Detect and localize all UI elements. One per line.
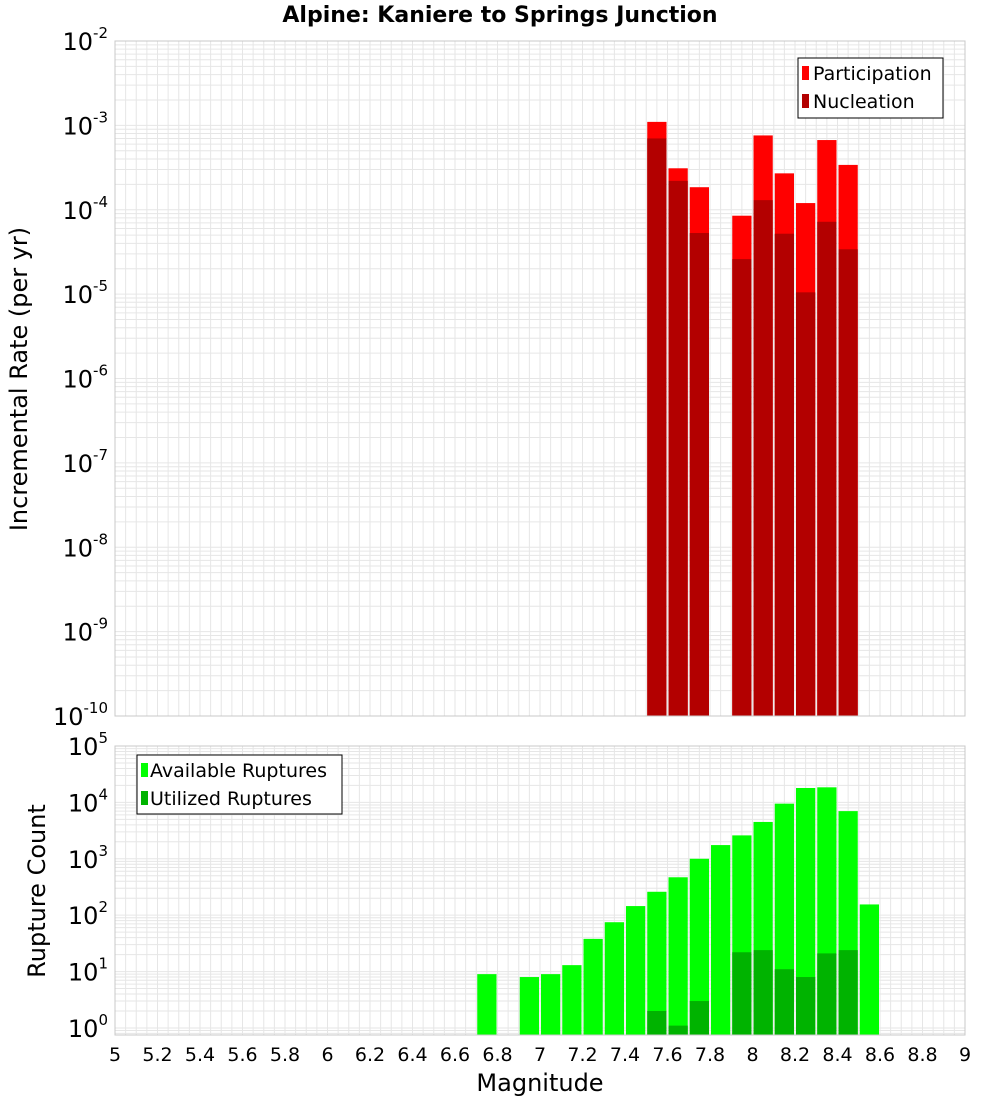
x-tick-labels: 5 5.2 5.4 5.6 5.8 6 6.2 6.4 6.6 6.8 7 7.2 7.4 7.6 7.8 8… (109, 1044, 971, 1066)
count-bar-utilized-ruptures (774, 969, 794, 1035)
count-bar-utilized-ruptures (647, 1010, 667, 1035)
count-bar-available-ruptures (689, 858, 709, 1035)
count-y-tick-label: 102 (68, 898, 108, 930)
count-bar-utilized-ruptures (668, 1025, 688, 1035)
count-y-ticks: 100 101 102 103 104 105 (68, 729, 108, 1043)
legend-label-nucleation: Nucleation (813, 91, 915, 113)
count-bar-available-ruptures (604, 922, 624, 1035)
count-y-tick-label: 104 (68, 785, 108, 817)
count-bar-utilized-ruptures (817, 953, 837, 1035)
rate-legend: Participation Nucleation (797, 57, 944, 119)
x-tick-label: 5 (109, 1044, 121, 1066)
count-y-tick-label: 101 (68, 955, 108, 987)
legend-label-utilized: Utilized Ruptures (150, 788, 312, 810)
x-tick-label: 8.8 (907, 1044, 937, 1066)
x-tick-label: 6.6 (440, 1044, 470, 1066)
legend-swatch-participation (802, 66, 809, 80)
x-tick-label: 8 (746, 1044, 758, 1066)
count-bar-available-ruptures (796, 787, 816, 1035)
x-tick-label: 6.4 (397, 1044, 427, 1066)
rate-y-tick-label: 10-4 (62, 193, 108, 225)
rate-y-tick-label: 10-3 (62, 108, 108, 140)
rate-y-tick-label: 10-2 (62, 24, 108, 56)
count-plot-frame (114, 745, 966, 1036)
rate-bar-nucleation (774, 233, 794, 716)
rate-y-tick-label: 10-5 (62, 277, 108, 309)
count-bar-utilized-ruptures (689, 1001, 709, 1035)
rate-bar-nucleation (689, 233, 709, 716)
count-y-tick-label: 100 (68, 1011, 108, 1043)
count-legend: Available Ruptures Utilized Ruptures (136, 754, 343, 815)
count-bar-available-ruptures (711, 845, 731, 1035)
count-bar-available-ruptures (562, 965, 582, 1035)
rate-bar-nucleation (732, 259, 752, 716)
x-tick-label: 9 (959, 1044, 971, 1066)
rate-y-tick-label: 10-7 (62, 446, 108, 478)
x-tick-label: 6.8 (482, 1044, 512, 1066)
legend-label-available: Available Ruptures (150, 760, 327, 782)
rate-y-ticks: 10-10 10-9 10-8 10-7 10-6 10-5 10-4 10-3 10-2 (53, 24, 108, 731)
count-bar-utilized-ruptures (838, 950, 858, 1035)
x-tick-label: 6 (321, 1044, 333, 1066)
x-tick-label: 7.4 (610, 1044, 640, 1066)
count-bar-available-ruptures (519, 977, 539, 1035)
count-bar-available-ruptures (668, 877, 688, 1035)
rate-bar-nucleation (838, 249, 858, 716)
rate-bar-nucleation (668, 180, 688, 716)
rate-bar-nucleation (753, 200, 773, 716)
count-y-tick-label: 105 (68, 729, 108, 761)
rate-y-tick-label: 10-6 (62, 362, 108, 394)
x-tick-label: 5.4 (185, 1044, 215, 1066)
count-y-tick-label: 103 (68, 842, 108, 874)
rate-grid (115, 41, 965, 716)
rate-legend-box (797, 57, 944, 119)
legend-swatch-nucleation (802, 94, 809, 108)
rate-plot-frame (114, 40, 966, 717)
count-bar-available-ruptures (477, 974, 497, 1035)
count-bar-utilized-ruptures (732, 952, 752, 1035)
count-y-axis-label: Rupture Count (23, 804, 51, 978)
rate-y-tick-label: 10-8 (62, 530, 108, 562)
x-tick-label: 5.8 (270, 1044, 300, 1066)
x-tick-label: 8.2 (780, 1044, 810, 1066)
count-bar-available-ruptures (626, 906, 646, 1035)
count-panel: 100 101 102 103 104 105 Rupture Count Availab… (23, 729, 966, 1043)
x-tick-label: 5.6 (227, 1044, 257, 1066)
legend-label-participation: Participation (813, 63, 932, 85)
count-bar-available-ruptures (583, 938, 603, 1035)
rate-bar-nucleation (817, 221, 837, 716)
rate-panel: 10-10 10-9 10-8 10-7 10-6 10-5 10-4 10-3 10-2 In… (5, 24, 966, 731)
legend-swatch-available (141, 763, 148, 777)
count-bar-utilized-ruptures (796, 977, 816, 1035)
rate-y-tick-label: 10-9 (62, 615, 108, 647)
x-axis-label: Magnitude (476, 1069, 603, 1097)
count-bar-available-ruptures (859, 904, 879, 1035)
rate-bars (647, 121, 858, 717)
x-tick-label: 6.2 (355, 1044, 385, 1066)
x-tick-label: 7 (534, 1044, 546, 1066)
x-tick-label: 7.6 (652, 1044, 682, 1066)
rate-bar-nucleation (647, 138, 667, 717)
count-legend-box (136, 754, 343, 815)
x-tick-label: 8.6 (865, 1044, 895, 1066)
count-bars (477, 787, 879, 1035)
legend-swatch-utilized (141, 791, 148, 805)
count-bar-available-ruptures (647, 891, 667, 1035)
chart-title: Alpine: Kaniere to Springs Junction (282, 3, 717, 28)
count-bar-available-ruptures (541, 974, 561, 1035)
x-tick-label: 8.4 (822, 1044, 852, 1066)
x-tick-label: 7.8 (695, 1044, 725, 1066)
x-tick-label: 7.2 (567, 1044, 597, 1066)
x-tick-label: 5.2 (142, 1044, 172, 1066)
rate-y-axis-label: Incremental Rate (per yr) (5, 227, 33, 531)
count-bar-utilized-ruptures (753, 950, 773, 1035)
rate-y-tick-label: 10-10 (53, 699, 108, 731)
rate-bar-nucleation (796, 292, 816, 716)
